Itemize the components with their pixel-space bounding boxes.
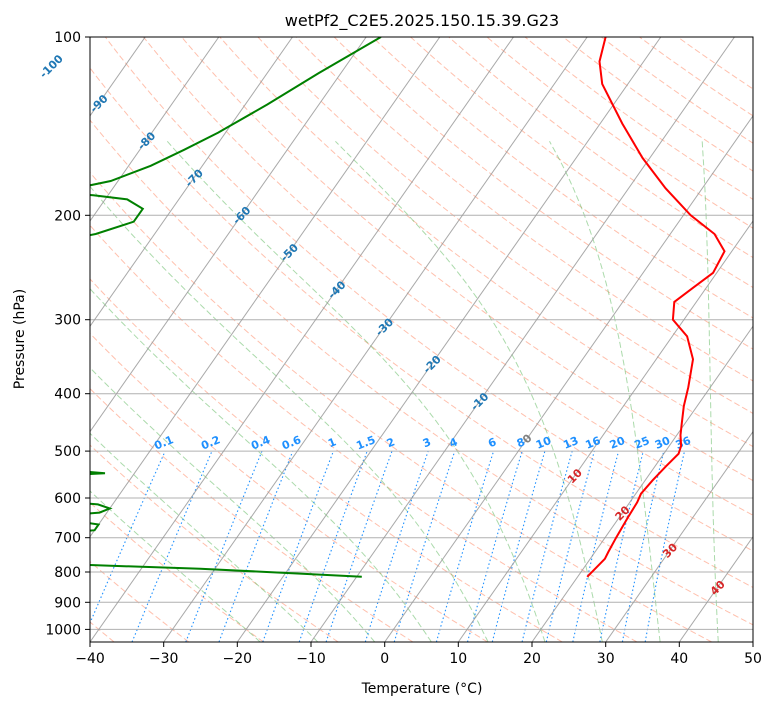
isotherm-line — [678, 535, 753, 642]
dewpoint-profile — [90, 37, 382, 578]
x-tick-label: 50 — [744, 651, 762, 667]
x-tick-label: 20 — [523, 651, 541, 667]
dry-adiabat-line — [143, 37, 753, 516]
isotherms — [0, 37, 753, 642]
mixing-ratio-line — [298, 450, 368, 642]
mixing-ratio-line — [435, 450, 495, 642]
pressure-gridlines — [90, 37, 753, 630]
y-tick-label: 100 — [54, 30, 81, 46]
dry-adiabat-line — [486, 37, 753, 229]
plot-frame — [89, 36, 754, 643]
y-tick-label: 300 — [54, 313, 81, 329]
x-tick-label: −10 — [296, 651, 326, 667]
dry-adiabat-line — [90, 119, 753, 626]
dry-adiabat-line — [600, 37, 753, 144]
isotherm-line — [236, 37, 662, 642]
y-tick-label: 1000 — [45, 622, 81, 638]
mixing-ratio-line — [621, 450, 665, 642]
plot-area — [90, 37, 753, 642]
isotherm-line — [90, 37, 293, 328]
y-ticks: 100 200 300 400 500 600 700 800 900 1000 — [45, 30, 90, 638]
x-tick-label: −40 — [75, 651, 105, 667]
isotherm-line — [163, 37, 588, 642]
isotherm-line — [90, 37, 367, 433]
mixing-ratio-label: 20 — [608, 434, 627, 452]
dry-adiabat-line — [90, 171, 712, 642]
x-tick-label: −30 — [149, 651, 179, 667]
mixing-ratio-line — [572, 450, 620, 642]
mixing-ratio-labels: 0.1 0.2 0.4 0.6 1 1.5 2 3 4 6 8 10 13 16 20 25 30 36 — [152, 433, 693, 452]
dry-adiabat-line — [90, 332, 488, 642]
dry-adiabat-line — [90, 501, 264, 642]
dry-adiabat-line — [448, 37, 753, 259]
isotherm-line — [90, 37, 514, 642]
mixing-ratio-line — [644, 450, 686, 642]
isotherm-line — [90, 37, 441, 538]
dry-adiabat-line — [257, 37, 753, 414]
x-axis-label: Temperature (°C) — [361, 681, 483, 697]
isotherm-line — [90, 37, 220, 222]
y-tick-label: 900 — [54, 595, 81, 611]
y-tick-label: 200 — [54, 208, 81, 224]
isotherm-line — [384, 114, 753, 642]
isotherm-line — [752, 641, 753, 642]
mixing-ratio-label: 36 — [674, 434, 693, 452]
x-tick-label: 30 — [597, 651, 615, 667]
dry-adiabat-line — [104, 37, 753, 552]
dry-adiabat-line — [295, 37, 753, 382]
isotherm-line — [457, 220, 753, 642]
y-tick-label: 600 — [54, 491, 81, 507]
dry-adiabat-line — [90, 67, 753, 588]
chart-title: wetPf2_C2E5.2025.150.15.39.G23 — [285, 11, 559, 31]
dry-adiabat-line — [219, 37, 753, 448]
x-tick-label: 40 — [670, 651, 688, 667]
x-tick-label: 10 — [449, 651, 467, 667]
mixing-ratio-label: 3 — [421, 435, 433, 450]
x-tick-label: 0 — [380, 651, 389, 667]
y-tick-label: 700 — [54, 531, 81, 547]
mixing-ratio-label: 8 — [515, 435, 527, 450]
mixing-ratio-line — [131, 450, 213, 642]
mixing-ratio-line — [491, 450, 546, 642]
mixing-ratio-line — [599, 450, 644, 642]
mixing-ratio-label: 25 — [632, 434, 651, 452]
mixing-ratio-line — [466, 450, 523, 642]
dry-adiabat-line — [333, 37, 753, 350]
mixing-ratio-label: 1 — [326, 435, 338, 450]
mixing-ratio-label: 13 — [561, 434, 580, 452]
y-axis-label: Pressure (hPa) — [12, 289, 28, 389]
dry-adiabat-line — [90, 278, 563, 642]
isotherm-line — [310, 37, 735, 642]
isotherm-line — [531, 325, 753, 642]
dry-adiabat-label: -100 — [37, 52, 66, 81]
y-tick-label: 500 — [54, 444, 81, 460]
isotherm-line — [605, 430, 753, 642]
mixing-ratio-line — [364, 450, 429, 642]
dry-adiabat-line — [410, 37, 753, 289]
mixing-ratio-line — [521, 450, 573, 642]
mixing-ratio-label: 30 — [653, 434, 672, 452]
x-ticks: −40 −30 −20 −10 0 10 20 30 40 50 — [75, 642, 762, 667]
y-tick-label: 800 — [54, 565, 81, 581]
mixing-ratio-label: 2 — [385, 435, 397, 450]
x-tick-label: −20 — [223, 651, 253, 667]
y-tick-label: 400 — [54, 387, 81, 403]
isotherm-line — [0, 37, 72, 642]
profiles — [90, 37, 726, 578]
mixing-ratio-line — [325, 450, 393, 642]
mixing-ratio-line — [393, 450, 456, 642]
mixing-ratio-label: 16 — [583, 434, 602, 452]
mixing-ratio-label: 10 — [534, 434, 553, 452]
temperature-profile — [586, 37, 726, 578]
